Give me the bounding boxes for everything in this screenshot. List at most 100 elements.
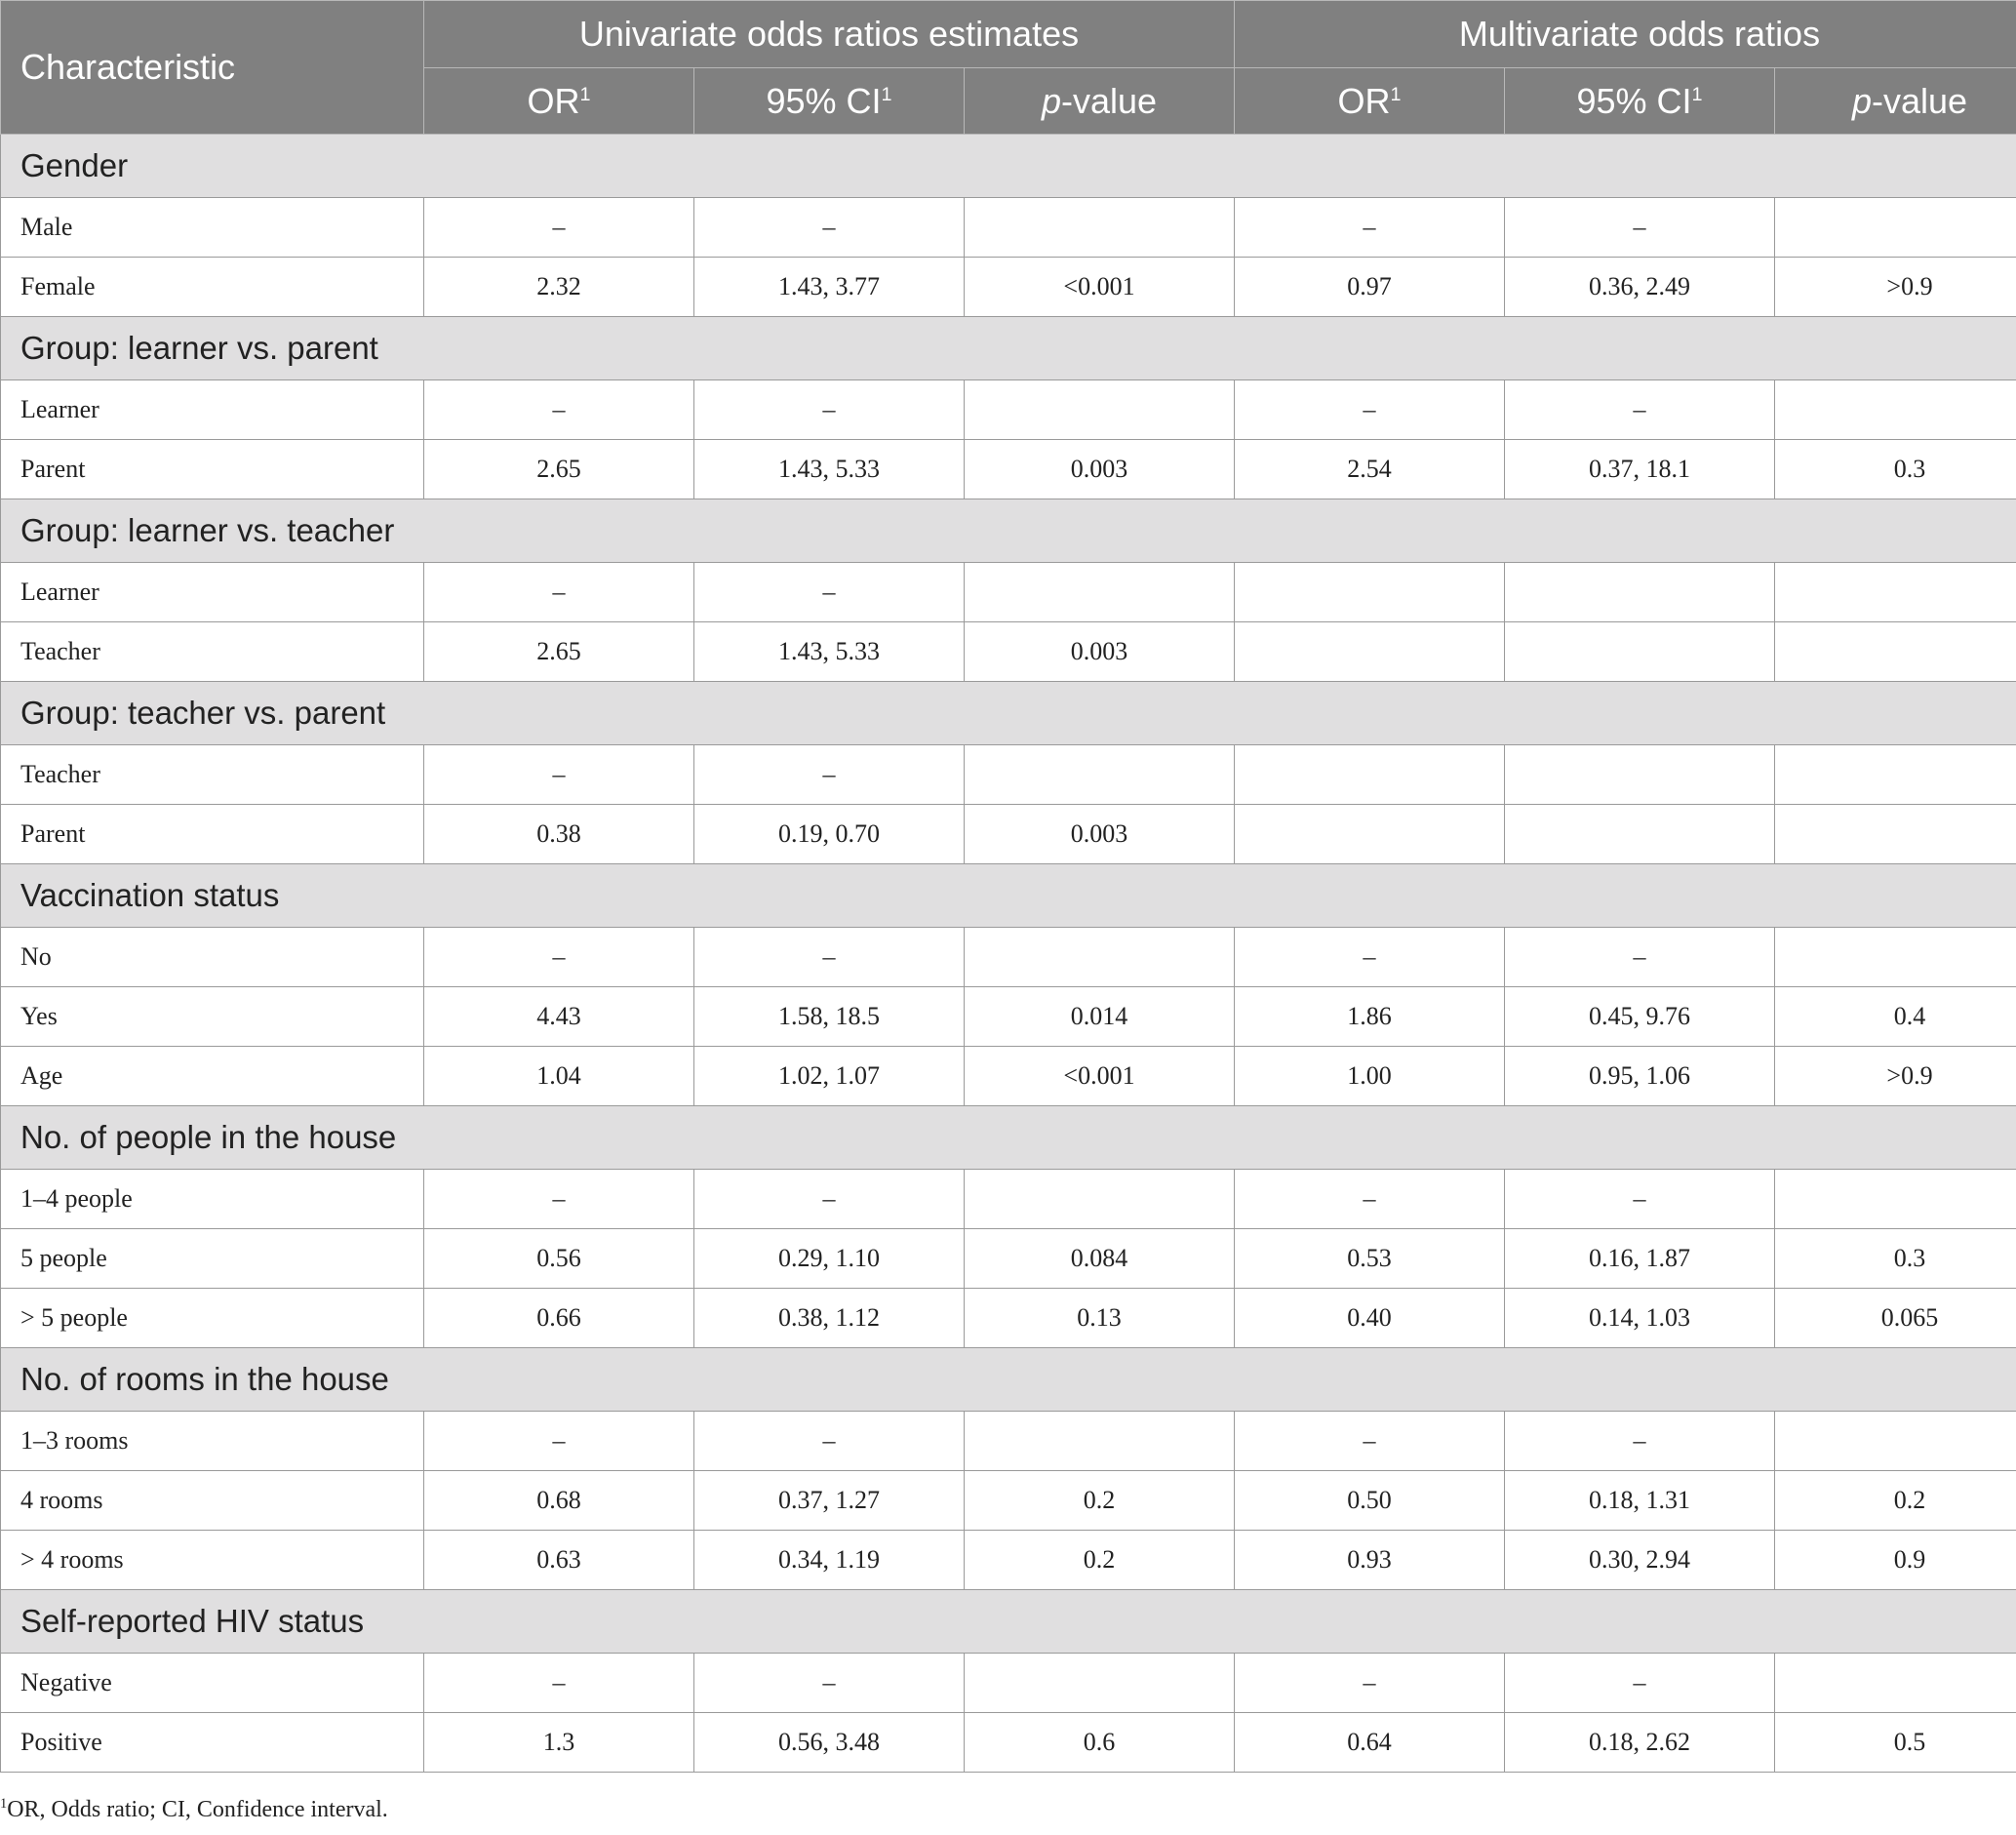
cell-multi-or xyxy=(1234,804,1505,864)
section-row: Vaccination status xyxy=(0,863,2016,928)
cell-uni-pvalue: 0.003 xyxy=(964,621,1235,682)
table-row: > 5 people 0.66 0.38, 1.12 0.13 0.40 0.14, 1.… xyxy=(0,1288,2016,1348)
cell-uni-pvalue: <0.001 xyxy=(964,257,1235,317)
or-label: OR xyxy=(527,80,580,121)
table-row: Negative – – – – xyxy=(0,1653,2016,1713)
row-label: Negative xyxy=(0,1653,424,1713)
section-title: No. of people in the house xyxy=(0,1105,2016,1170)
cell-multi-ci xyxy=(1504,744,1775,805)
cell-multi-pvalue: 0.2 xyxy=(1773,1470,2016,1531)
header-uni-pvalue: p-value xyxy=(964,67,1235,135)
cell-multi-ci: 0.30, 2.94 xyxy=(1504,1530,1775,1590)
odds-ratio-table: Characteristic Univariate odds ratios es… xyxy=(0,0,2016,1773)
footnote-marker: 1 xyxy=(1390,83,1402,105)
cell-multi-or: – xyxy=(1234,1411,1505,1471)
table-row: Male – – – – xyxy=(0,197,2016,258)
row-label: Learner xyxy=(0,379,424,440)
p-italic: p xyxy=(1041,80,1061,121)
table-row: Learner – – – – xyxy=(0,379,2016,440)
section-title: Gender xyxy=(0,134,2016,198)
ci-label: 95% CI xyxy=(1576,80,1692,121)
cell-uni-ci: 1.43, 3.77 xyxy=(693,257,965,317)
cell-uni-or: 0.66 xyxy=(423,1288,694,1348)
cell-uni-pvalue: 0.014 xyxy=(964,986,1235,1047)
cell-multi-pvalue xyxy=(1773,197,2016,258)
p-italic: p xyxy=(1851,80,1872,121)
footnote-marker: 1 xyxy=(881,83,892,105)
cell-uni-or: – xyxy=(423,927,694,987)
cell-multi-pvalue xyxy=(1773,1169,2016,1229)
cell-uni-or: – xyxy=(423,744,694,805)
cell-multi-ci: 0.14, 1.03 xyxy=(1504,1288,1775,1348)
section-title: Group: learner vs. parent xyxy=(0,316,2016,380)
section-row: Group: learner vs. parent xyxy=(0,316,2016,380)
section-row: Gender xyxy=(0,134,2016,198)
cell-uni-or: – xyxy=(423,1653,694,1713)
cell-uni-pvalue xyxy=(964,562,1235,622)
cell-uni-or: 2.65 xyxy=(423,621,694,682)
cell-uni-ci: – xyxy=(693,1169,965,1229)
cell-multi-pvalue xyxy=(1773,621,2016,682)
cell-uni-ci: 1.58, 18.5 xyxy=(693,986,965,1047)
row-label: > 4 rooms xyxy=(0,1530,424,1590)
cell-uni-ci: – xyxy=(693,562,965,622)
row-label: Parent xyxy=(0,439,424,499)
section-row: Self-reported HIV status xyxy=(0,1589,2016,1654)
table-header: Characteristic Univariate odds ratios es… xyxy=(0,0,2016,135)
cell-multi-or: 0.93 xyxy=(1234,1530,1505,1590)
cell-uni-pvalue: 0.2 xyxy=(964,1530,1235,1590)
cell-uni-or: 2.65 xyxy=(423,439,694,499)
cell-uni-or: 0.38 xyxy=(423,804,694,864)
row-label: Female xyxy=(0,257,424,317)
cell-uni-or: – xyxy=(423,379,694,440)
cell-multi-ci: 0.18, 2.62 xyxy=(1504,1712,1775,1773)
section-row: No. of people in the house xyxy=(0,1105,2016,1170)
cell-uni-ci: – xyxy=(693,197,965,258)
cell-multi-ci: 0.18, 1.31 xyxy=(1504,1470,1775,1531)
row-label: 4 rooms xyxy=(0,1470,424,1531)
cell-multi-ci: – xyxy=(1504,1169,1775,1229)
header-uni-or: OR1 xyxy=(423,67,694,135)
header-multi-or: OR1 xyxy=(1234,67,1505,135)
cell-uni-pvalue: 0.003 xyxy=(964,439,1235,499)
cell-multi-ci: 0.16, 1.87 xyxy=(1504,1228,1775,1289)
cell-uni-ci: 0.29, 1.10 xyxy=(693,1228,965,1289)
row-label: 1–3 rooms xyxy=(0,1411,424,1471)
cell-multi-or: – xyxy=(1234,197,1505,258)
cell-uni-pvalue: 0.2 xyxy=(964,1470,1235,1531)
section-title: Vaccination status xyxy=(0,863,2016,928)
cell-multi-pvalue: 0.3 xyxy=(1773,1228,2016,1289)
cell-multi-pvalue xyxy=(1773,379,2016,440)
cell-uni-ci: 1.43, 5.33 xyxy=(693,621,965,682)
cell-uni-ci: 0.38, 1.12 xyxy=(693,1288,965,1348)
cell-multi-ci: 0.37, 18.1 xyxy=(1504,439,1775,499)
table-row: 5 people 0.56 0.29, 1.10 0.084 0.53 0.16, 1.8… xyxy=(0,1228,2016,1289)
table-body: Gender Male – – – – Female 2.32 1.43, 3.77 <0.001… xyxy=(0,134,2016,1773)
cell-uni-ci: 0.37, 1.27 xyxy=(693,1470,965,1531)
footnote-text: OR, Odds ratio; CI, Confidence interval. xyxy=(7,1797,388,1822)
cell-uni-ci: 1.02, 1.07 xyxy=(693,1046,965,1106)
section-title: No. of rooms in the house xyxy=(0,1347,2016,1412)
header-univariate-group: Univariate odds ratios estimates xyxy=(423,0,1235,68)
cell-multi-pvalue xyxy=(1773,804,2016,864)
section-row: Group: teacher vs. parent xyxy=(0,681,2016,745)
footnote-marker: 1 xyxy=(0,1796,8,1812)
cell-multi-pvalue: 0.9 xyxy=(1773,1530,2016,1590)
cell-multi-or: 0.64 xyxy=(1234,1712,1505,1773)
table-row: 4 rooms 0.68 0.37, 1.27 0.2 0.50 0.18, 1.31 0.… xyxy=(0,1470,2016,1531)
row-label: 1–4 people xyxy=(0,1169,424,1229)
table-row: Yes 4.43 1.58, 18.5 0.014 1.86 0.45, 9.76 0.4 xyxy=(0,986,2016,1047)
row-label: 5 people xyxy=(0,1228,424,1289)
cell-uni-ci: – xyxy=(693,927,965,987)
cell-uni-or: – xyxy=(423,562,694,622)
cell-uni-or: 0.63 xyxy=(423,1530,694,1590)
table-row: Female 2.32 1.43, 3.77 <0.001 0.97 0.36, 2.49… xyxy=(0,257,2016,317)
row-label: Age xyxy=(0,1046,424,1106)
row-label: > 5 people xyxy=(0,1288,424,1348)
cell-uni-ci: 1.43, 5.33 xyxy=(693,439,965,499)
cell-uni-or: 1.3 xyxy=(423,1712,694,1773)
row-label: Teacher xyxy=(0,744,424,805)
cell-multi-or xyxy=(1234,744,1505,805)
cell-multi-or: – xyxy=(1234,927,1505,987)
cell-uni-pvalue xyxy=(964,1411,1235,1471)
